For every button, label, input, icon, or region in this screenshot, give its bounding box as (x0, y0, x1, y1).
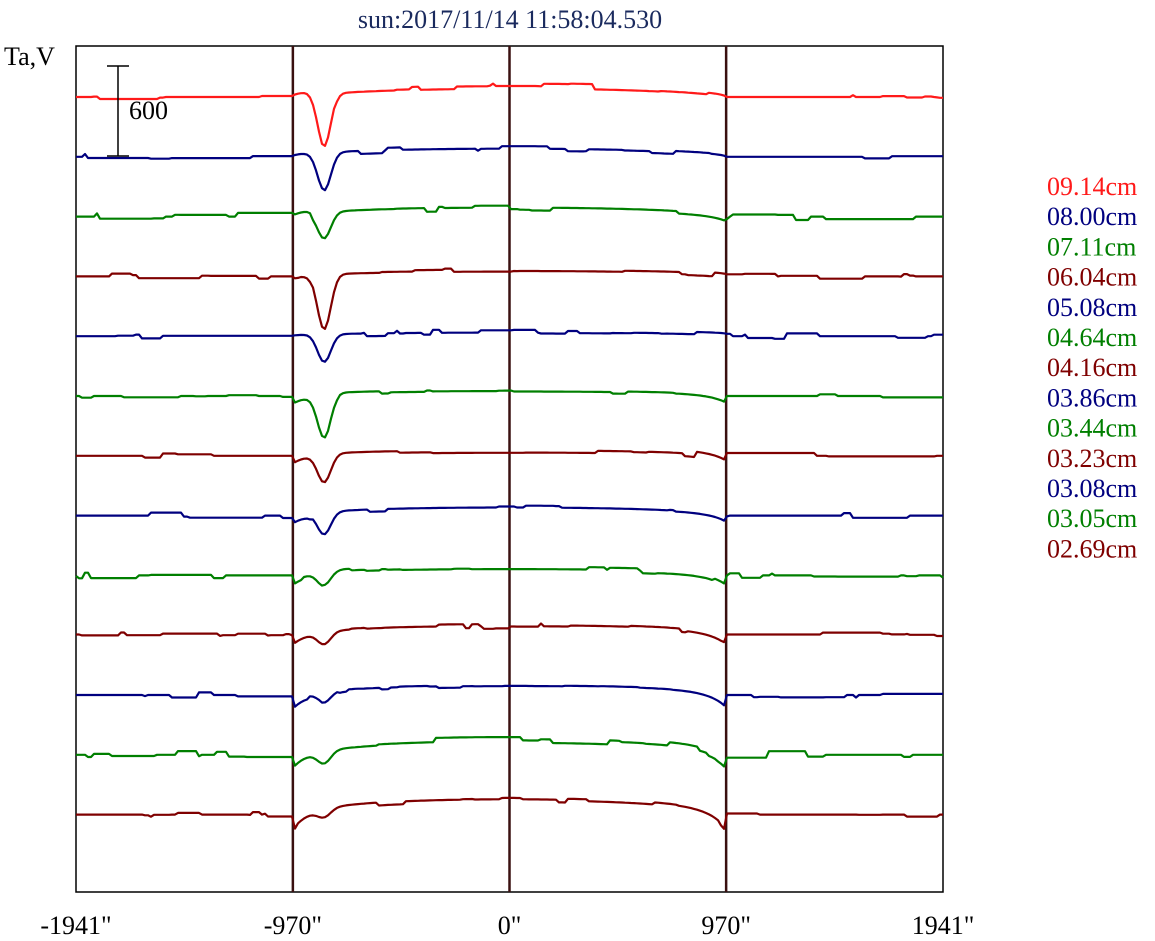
chart-title: sun:2017/11/14 11:58:04.530 (358, 5, 662, 34)
series-line-02.69cm (76, 796, 943, 830)
legend-entry: 03.23cm (1047, 444, 1137, 473)
series-line-09.14cm (76, 82, 943, 147)
series-line-03.23cm (76, 622, 943, 646)
legend-entry: 08.00cm (1047, 202, 1137, 231)
y-axis-unit: Ta,V (4, 42, 55, 71)
x-tick-label: -1941" (40, 911, 111, 940)
series-line-07.11cm (76, 204, 943, 240)
legend-entry: 06.04cm (1047, 263, 1137, 292)
series-line-04.16cm (76, 449, 943, 484)
x-tick-label: 0" (498, 911, 522, 940)
legend-entry: 04.16cm (1047, 353, 1137, 382)
series-line-03.08cm (76, 684, 943, 708)
legend-entry: 07.11cm (1047, 232, 1136, 261)
series-line-03.86cm (76, 504, 943, 536)
series-line-04.64cm (76, 389, 943, 439)
legend-entry: 03.08cm (1047, 474, 1137, 503)
series-layer (75, 82, 944, 830)
x-tick-label: 1941" (912, 911, 975, 940)
scale-bar: 600 (107, 65, 168, 157)
legend-entry: 03.86cm (1047, 383, 1137, 412)
legend-entry: 03.05cm (1047, 504, 1137, 533)
legend-entry: 04.64cm (1047, 323, 1137, 352)
series-line-06.04cm (76, 267, 943, 330)
legend: 09.14cm08.00cm07.11cm06.04cm05.08cm04.64… (1047, 172, 1137, 563)
series-line-08.00cm (76, 145, 943, 192)
scale-bar-label: 600 (129, 96, 168, 125)
x-tick-labels: -1941" -970" 0" 970" 1941" (40, 911, 974, 940)
legend-entry: 03.44cm (1047, 414, 1137, 443)
series-line-03.44cm (75, 566, 944, 587)
x-tick-label: 970" (701, 911, 751, 940)
series-line-05.08cm (76, 328, 943, 363)
x-tick-label: -970" (264, 911, 322, 940)
legend-entry: 02.69cm (1047, 534, 1137, 563)
legend-entry: 05.08cm (1047, 293, 1137, 322)
series-line-03.05cm (76, 735, 943, 768)
legend-entry: 09.14cm (1047, 172, 1137, 201)
vertical-reference-lines (291, 46, 728, 892)
